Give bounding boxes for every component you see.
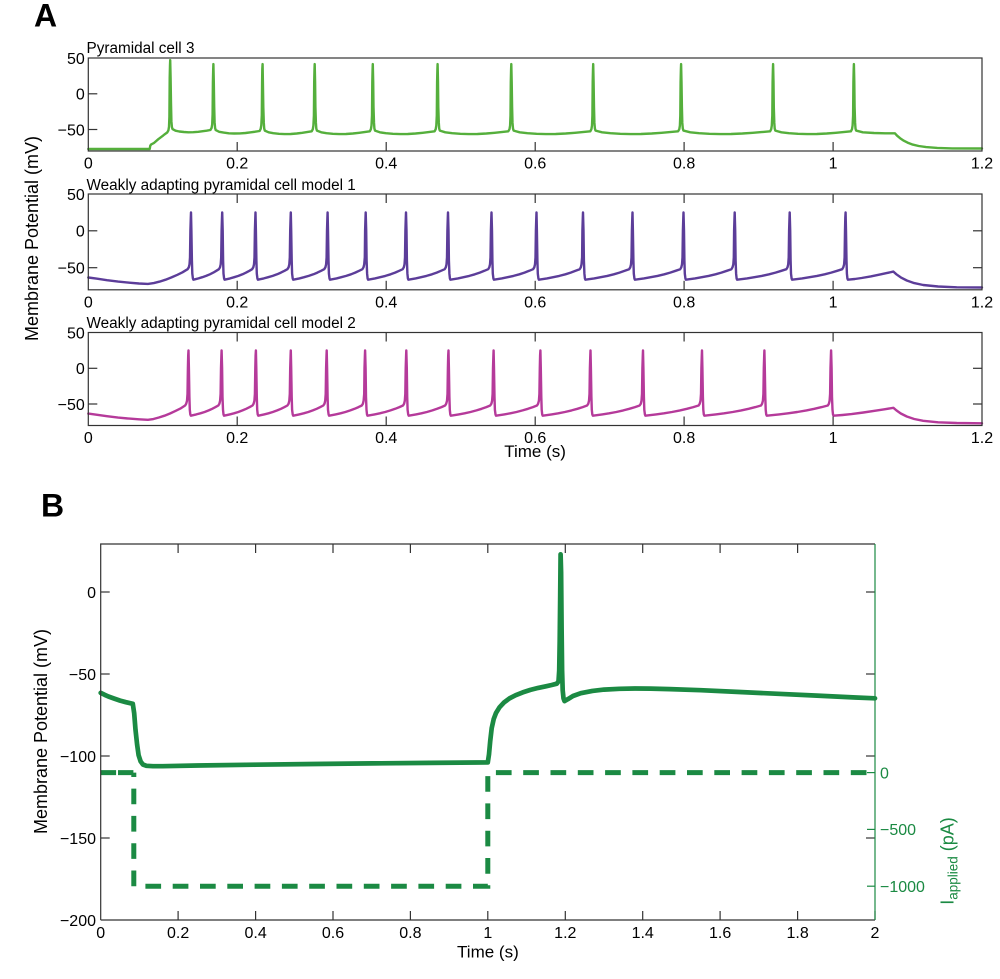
svg-text:−50: −50 [58, 397, 85, 414]
svg-text:Membrane Potential (mV): Membrane Potential (mV) [31, 629, 51, 834]
svg-text:0.2: 0.2 [226, 294, 248, 311]
svg-text:0: 0 [880, 765, 889, 782]
svg-text:0.4: 0.4 [375, 294, 397, 311]
svg-text:−200: −200 [60, 913, 96, 930]
svg-text:0.4: 0.4 [375, 430, 397, 447]
svg-text:1: 1 [829, 156, 838, 173]
svg-text:0: 0 [87, 585, 96, 602]
svg-text:0: 0 [76, 87, 85, 104]
svg-text:0: 0 [84, 430, 93, 447]
svg-text:1.8: 1.8 [786, 925, 808, 942]
svg-text:1.2: 1.2 [554, 925, 576, 942]
svg-text:0: 0 [76, 224, 85, 241]
svg-text:0: 0 [84, 294, 93, 311]
svg-text:1.4: 1.4 [632, 925, 654, 942]
svg-text:0.2: 0.2 [226, 156, 248, 173]
svg-text:0: 0 [84, 156, 93, 173]
svg-text:0.4: 0.4 [375, 156, 397, 173]
svg-text:Membrane Potential (mV): Membrane Potential (mV) [22, 136, 42, 341]
svg-text:B: B [41, 488, 64, 524]
svg-text:2: 2 [871, 925, 880, 942]
svg-text:−1000: −1000 [880, 879, 925, 896]
svg-text:A: A [34, 0, 57, 34]
svg-text:1.6: 1.6 [709, 925, 731, 942]
svg-text:0.8: 0.8 [399, 925, 421, 942]
svg-text:0.6: 0.6 [524, 430, 546, 447]
svg-text:−50: −50 [58, 122, 85, 139]
svg-text:50: 50 [67, 187, 85, 204]
svg-text:0.6: 0.6 [524, 156, 546, 173]
svg-text:50: 50 [67, 51, 85, 68]
svg-text:0.2: 0.2 [226, 430, 248, 447]
svg-text:−50: −50 [58, 261, 85, 278]
svg-text:Weakly adapting pyramidal cell: Weakly adapting pyramidal cell model 2 [87, 315, 356, 332]
svg-text:−50: −50 [69, 667, 96, 684]
svg-text:0: 0 [76, 361, 85, 378]
svg-text:1.2: 1.2 [971, 156, 993, 173]
svg-text:50: 50 [67, 325, 85, 342]
svg-text:1: 1 [829, 430, 838, 447]
svg-text:Weakly adapting pyramidal cell: Weakly adapting pyramidal cell model 1 [87, 177, 356, 194]
svg-text:Time (s): Time (s) [457, 943, 519, 962]
svg-text:0.8: 0.8 [673, 156, 695, 173]
svg-text:1.2: 1.2 [971, 294, 993, 311]
svg-text:0.8: 0.8 [673, 430, 695, 447]
svg-text:0: 0 [96, 925, 105, 942]
svg-text:−100: −100 [60, 749, 96, 766]
svg-text:0.6: 0.6 [524, 294, 546, 311]
svg-text:Pyramidal cell 3: Pyramidal cell 3 [87, 40, 195, 57]
svg-text:Time (s): Time (s) [504, 442, 566, 461]
svg-text:1: 1 [483, 925, 492, 942]
svg-text:0.8: 0.8 [673, 294, 695, 311]
svg-text:1: 1 [829, 294, 838, 311]
svg-text:−150: −150 [60, 831, 96, 848]
svg-text:1.2: 1.2 [971, 430, 993, 447]
svg-text:−500: −500 [880, 822, 916, 839]
svg-text:0.6: 0.6 [322, 925, 344, 942]
svg-text:0.4: 0.4 [244, 925, 266, 942]
svg-text:Iapplied (pA): Iapplied (pA) [938, 817, 961, 905]
svg-text:0.2: 0.2 [167, 925, 189, 942]
